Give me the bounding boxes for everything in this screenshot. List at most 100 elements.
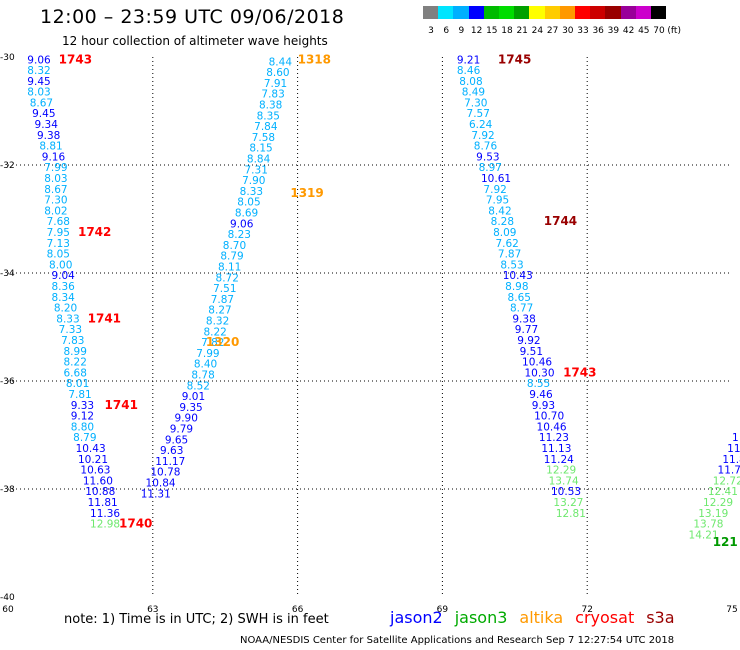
lat-tick-label: -40 — [0, 593, 15, 603]
wave-height-label: 7.13 — [47, 238, 70, 250]
wave-height-label: 8.27 — [208, 305, 231, 317]
wave-height-label: 9.53 — [476, 151, 499, 163]
legend-swatch — [438, 6, 454, 19]
wave-height-label: 8.32 — [27, 65, 50, 77]
wave-height-label: 8.05 — [237, 197, 260, 209]
wave-height-label: 12.29 — [703, 497, 733, 509]
wave-height-label: 9.33 — [71, 400, 94, 412]
map-subtitle: 12 hour collection of altimeter wave hei… — [62, 34, 328, 48]
wave-height-label: 11.24 — [544, 454, 574, 466]
wave-height-label: 8.33 — [56, 313, 79, 325]
wave-height-label: 7.58 — [252, 132, 275, 144]
lat-tick-label: -32 — [0, 161, 15, 171]
wave-height-label: 10.46 — [537, 421, 567, 433]
wave-height-label: 9.34 — [35, 119, 59, 131]
wave-height-label: 8.98 — [505, 281, 528, 293]
wave-height-label: 7.81 — [68, 389, 91, 401]
wave-height-label: 9.46 — [529, 389, 553, 401]
wave-height-label: 8.69 — [235, 208, 258, 220]
legend-tick-label: 45 — [638, 26, 650, 36]
wave-height-label: 7.99 — [44, 162, 67, 174]
wave-height-label: 10.88 — [85, 486, 115, 498]
legend-swatch — [559, 6, 575, 19]
wave-height-label: 7.68 — [47, 216, 70, 228]
map-title: 12:00 – 23:59 UTC 09/06/2018 — [40, 6, 345, 28]
lat-tick-label: -38 — [0, 485, 15, 495]
legend-swatch — [514, 6, 530, 19]
wave-height-label: 8.34 — [51, 292, 75, 304]
time-tag: 1318 — [298, 53, 331, 67]
wave-height-label: 10.53 — [551, 486, 581, 498]
wave-height-label: 7.95 — [486, 195, 509, 207]
wave-height-label: 11.36 — [90, 508, 120, 520]
lon-tick-label: 66 — [292, 605, 304, 615]
wave-height-label: 8.08 — [459, 76, 482, 88]
lat-tick-label: -30 — [0, 53, 15, 63]
wave-height-label: 9.04 — [51, 270, 75, 282]
time-tag: 1742 — [78, 225, 111, 239]
wave-height-label: 14.21 — [689, 529, 719, 541]
wave-height-label: 9.35 — [179, 402, 202, 414]
wave-height-label: 7.87 — [498, 249, 521, 261]
time-tag: 1745 — [498, 53, 531, 67]
lon-tick-label: 69 — [437, 605, 449, 615]
wave-height-label: 9.06 — [27, 55, 51, 67]
wave-height-label: 11.17 — [155, 456, 185, 468]
wave-height-label: 9.21 — [457, 55, 480, 67]
satellite-cryosat: cryosat — [575, 608, 635, 627]
wave-height-label: 8.44 — [269, 56, 293, 68]
satellite-jason2: jason2 — [390, 608, 443, 627]
wave-height-label: 8.80 — [71, 421, 94, 433]
legend-tick-label: 18 — [501, 26, 513, 36]
wave-height-label: 8.15 — [249, 143, 272, 155]
wave-height-label: 8.81 — [39, 141, 62, 153]
lon-tick-label: 75 — [726, 605, 737, 615]
wave-height-label: 8.52 — [187, 380, 210, 392]
wave-height-label: 13.74 — [549, 475, 579, 487]
wave-height-label: 13.19 — [698, 508, 728, 520]
legend-swatch — [651, 6, 667, 19]
lon-tick-label: 63 — [147, 605, 158, 615]
wave-height-label: 8.03 — [44, 173, 67, 185]
wave-height-label: 8.22 — [203, 326, 226, 338]
legend-tick-label: 12 — [470, 26, 483, 36]
time-tag: 1743 — [563, 365, 596, 379]
lon-tick-label: 60 — [2, 605, 14, 615]
legend-tick-label: 6 — [443, 26, 450, 36]
legend-swatch — [499, 6, 515, 19]
wave-height-label: 7.92 — [471, 130, 494, 142]
wave-height-label: 7.83 — [61, 335, 84, 347]
wave-height-label: 8.77 — [510, 303, 533, 315]
wave-height-label: 8.55 — [527, 378, 550, 390]
wave-height-label: 11.8 — [722, 454, 740, 466]
wave-height-label: 10.30 — [524, 367, 554, 379]
legend-swatch — [529, 6, 545, 19]
wave-height-label: 7.91 — [264, 78, 287, 90]
wave-height-label: 8.53 — [500, 259, 523, 271]
wave-height-label: 8.38 — [259, 100, 282, 112]
time-tag: 1319 — [290, 186, 323, 200]
wave-height-label: 8.97 — [479, 162, 502, 174]
wave-height-label: 9.51 — [520, 346, 543, 358]
wave-height-label: 7.30 — [44, 195, 67, 207]
legend-tick-label: 33 — [577, 26, 589, 36]
legend-tick-label: 30 — [562, 26, 574, 36]
wave-height-label: 10.43 — [503, 270, 533, 282]
wave-height-label: 8.36 — [51, 281, 75, 293]
wave-height-label: 8.23 — [228, 229, 251, 241]
legend-tick-label: 39 — [607, 26, 620, 36]
lat-tick-label: -36 — [0, 377, 15, 387]
wave-height-label: 7.84 — [254, 121, 278, 133]
wave-height-label: 7.57 — [467, 108, 490, 120]
legend-swatch — [483, 6, 499, 19]
wave-height-label: 7.99 — [196, 348, 219, 360]
wave-height-label: 8.67 — [30, 97, 53, 109]
wave-height-label: 8.46 — [457, 65, 481, 77]
wave-height-label: 12.29 — [546, 465, 576, 477]
wave-height-label: 10.43 — [76, 443, 106, 455]
wave-height-label: 13.27 — [553, 497, 583, 509]
time-tag: 1741 — [88, 311, 121, 325]
wave-height-label: 8.20 — [54, 303, 77, 315]
wave-height-label: 9.45 — [27, 76, 50, 88]
